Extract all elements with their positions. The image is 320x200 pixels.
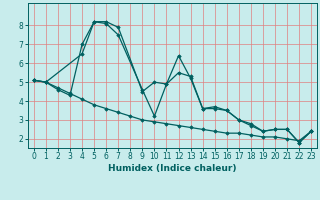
X-axis label: Humidex (Indice chaleur): Humidex (Indice chaleur)	[108, 164, 237, 173]
